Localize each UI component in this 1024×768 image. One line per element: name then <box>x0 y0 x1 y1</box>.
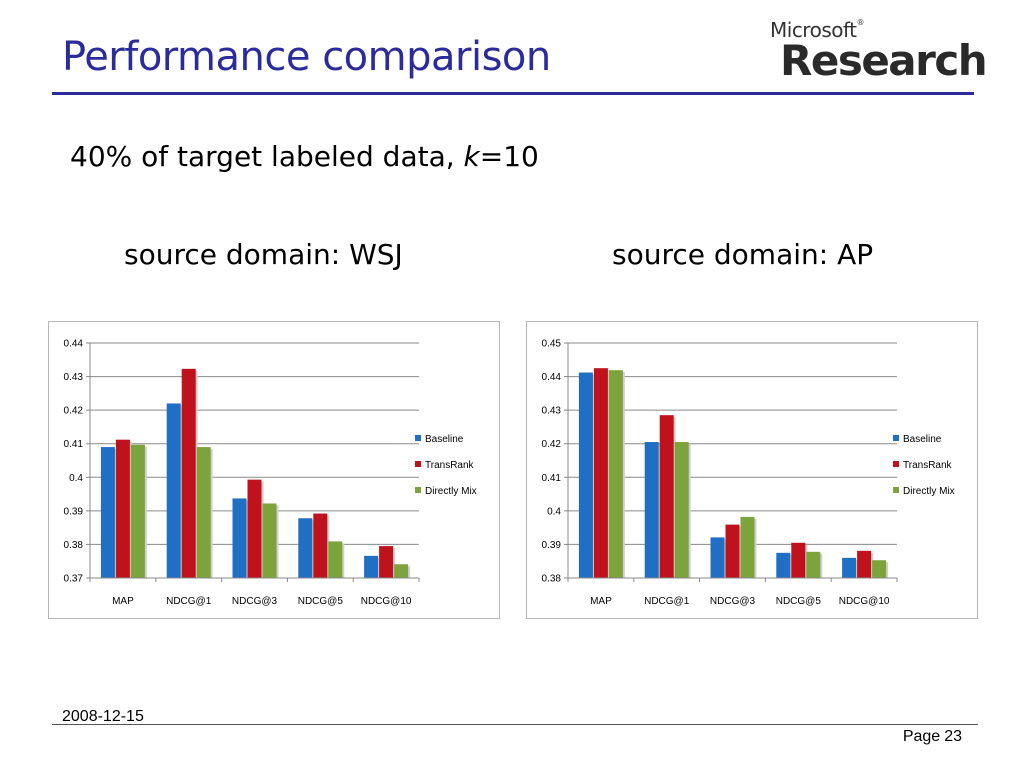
bar-directly-mix <box>394 564 409 578</box>
bar-directly-mix <box>608 370 623 578</box>
legend-label: Baseline <box>903 434 942 445</box>
chart-ap-svg: 0.38 0.39 0.4 0.41 0.42 0.43 0.44 0.45 MAP NDCG@1… <box>542 339 955 608</box>
bar-baseline <box>842 557 857 578</box>
logo-research-text: Research <box>780 36 988 85</box>
bar-transrank <box>857 550 872 578</box>
subtitle-suffix: =10 <box>479 140 539 173</box>
x-tick-label: NDCG@5 <box>776 596 822 607</box>
logo-microsoft-text: Microsoft® <box>770 18 865 42</box>
bar-transrank <box>379 546 394 578</box>
y-tick-label: 0.43 <box>64 372 84 383</box>
y-tick-label: 0.41 <box>64 439 84 450</box>
legend-swatch <box>893 461 899 467</box>
bar-baseline <box>776 552 791 578</box>
legend-label: Directly Mix <box>903 486 955 497</box>
chart-wsj-svg: 0.37 0.38 0.39 0.4 0.41 0.42 0.43 0.44 MAP NDCG@1… <box>64 339 477 608</box>
bar-transrank <box>181 368 196 578</box>
x-tick-label: NDCG@1 <box>166 596 212 607</box>
bar-transrank <box>725 524 740 578</box>
page-label: Page <box>902 728 941 745</box>
bar-baseline <box>644 442 659 578</box>
y-tick-label: 0.41 <box>542 473 562 484</box>
bar-baseline <box>232 498 247 578</box>
y-tick-label: 0.39 <box>64 506 84 517</box>
microsoft-research-logo: Microsoft® Research <box>768 16 988 85</box>
bar-transrank <box>313 513 328 578</box>
x-tick-label: MAP <box>590 596 612 607</box>
legend-label: TransRank <box>903 460 953 471</box>
bar-baseline <box>298 518 313 578</box>
y-tick-label: 0.42 <box>64 406 84 417</box>
subtitle-prefix: 40% of target labeled data, <box>70 140 464 173</box>
caption-ap: source domain: AP <box>612 238 874 271</box>
legend-swatch <box>893 435 899 441</box>
chart-ap: 0.38 0.39 0.4 0.41 0.42 0.43 0.44 0.45 MAP NDCG@1… <box>526 321 978 619</box>
x-tick-label: NDCG@3 <box>710 596 756 607</box>
bar-baseline <box>710 537 725 578</box>
subtitle-variable: k <box>463 140 480 173</box>
y-tick-label: 0.4 <box>547 506 561 517</box>
legend-swatch <box>415 435 421 441</box>
bar-directly-mix <box>872 560 887 578</box>
y-tick-label: 0.42 <box>542 439 562 450</box>
bar-directly-mix <box>196 447 211 578</box>
bar-transrank <box>659 415 674 578</box>
legend-label: Baseline <box>425 434 464 445</box>
page-number: 23 <box>944 728 962 745</box>
y-tick-label: 0.37 <box>64 574 84 585</box>
y-tick-label: 0.44 <box>542 372 562 383</box>
y-tick-label: 0.4 <box>69 473 83 484</box>
bar-baseline <box>166 403 181 578</box>
slide-subtitle: 40% of target labeled data, k=10 <box>70 140 539 173</box>
y-tick-label: 0.39 <box>542 540 562 551</box>
x-tick-label: NDCG@5 <box>298 596 344 607</box>
bar-baseline <box>100 447 115 578</box>
bar-transrank <box>593 368 608 578</box>
bar-directly-mix <box>262 503 277 578</box>
y-tick-label: 0.45 <box>542 339 562 350</box>
bar-transrank <box>791 542 806 578</box>
bar-directly-mix <box>674 442 689 578</box>
bar-baseline <box>578 372 593 578</box>
slide-title: Performance comparison <box>62 34 551 80</box>
bar-directly-mix <box>806 551 821 578</box>
y-tick-label: 0.38 <box>542 574 562 585</box>
bar-baseline <box>364 555 379 578</box>
chart-wsj: 0.37 0.38 0.39 0.4 0.41 0.42 0.43 0.44 MAP NDCG@1… <box>48 321 500 619</box>
title-divider <box>52 92 974 95</box>
legend-swatch <box>415 487 421 493</box>
x-tick-label: MAP <box>112 596 134 607</box>
y-tick-label: 0.38 <box>64 540 84 551</box>
bar-directly-mix <box>130 444 145 578</box>
x-tick-label: NDCG@3 <box>232 596 278 607</box>
bar-transrank <box>115 439 130 578</box>
y-tick-label: 0.43 <box>542 406 562 417</box>
x-tick-label: NDCG@10 <box>839 596 890 607</box>
bar-directly-mix <box>740 516 755 578</box>
x-tick-label: NDCG@1 <box>644 596 690 607</box>
bar-directly-mix <box>328 541 343 578</box>
legend-swatch <box>893 487 899 493</box>
caption-wsj: source domain: WSJ <box>124 238 403 271</box>
x-tick-label: NDCG@10 <box>361 596 412 607</box>
footer-divider <box>52 724 978 725</box>
legend-label: Directly Mix <box>425 486 477 497</box>
bar-transrank <box>247 479 262 578</box>
legend-swatch <box>415 461 421 467</box>
legend-label: TransRank <box>425 460 475 471</box>
page-indicator: Page 23 <box>899 728 962 746</box>
slide-date: 2008-12-15 <box>62 708 144 725</box>
y-tick-label: 0.44 <box>64 339 84 350</box>
